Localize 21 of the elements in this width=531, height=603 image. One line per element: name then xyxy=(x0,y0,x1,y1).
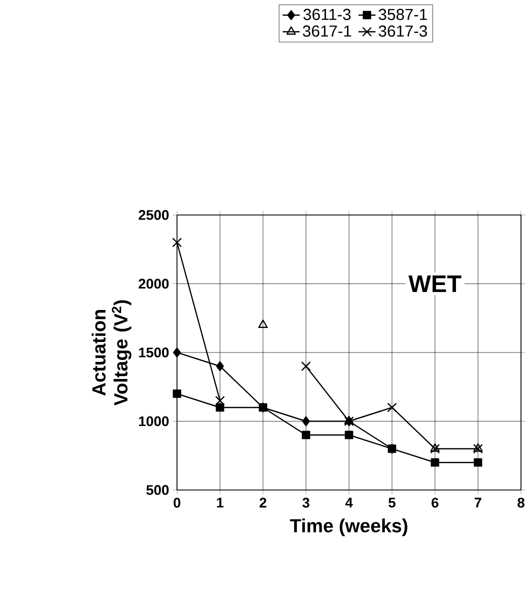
x-tick-label: 3 xyxy=(302,498,310,508)
y-tick-label: 500 xyxy=(146,485,169,495)
annotation: WET xyxy=(408,276,462,292)
x-tick-label: 8 xyxy=(518,498,524,508)
x-axis-title: Time (weeks) xyxy=(290,518,408,536)
y-tick-label: 2500 xyxy=(138,210,169,220)
y-tick-label: 1000 xyxy=(139,416,169,426)
x-tick-label: 5 xyxy=(388,498,396,508)
legend-label: 3611-3 xyxy=(303,8,351,20)
x-tick-label: 2 xyxy=(260,498,266,508)
x-tick-label: 4 xyxy=(345,498,353,508)
x-tick-label: 7 xyxy=(474,498,482,508)
x-tick-label: 1 xyxy=(216,498,224,508)
legend-label: 3587-1 xyxy=(378,8,427,20)
legend-label: 3617-1 xyxy=(302,25,352,37)
y-axis-title: Actuation Voltage (V$^{2}$) xyxy=(92,300,132,406)
y-tick-label: 1500 xyxy=(139,348,169,358)
y-tick-label: 2000 xyxy=(138,278,169,289)
x-tick-label: 0 xyxy=(174,498,180,508)
legend-label: 3617-3 xyxy=(378,25,427,37)
x-tick-label: 6 xyxy=(432,498,438,508)
